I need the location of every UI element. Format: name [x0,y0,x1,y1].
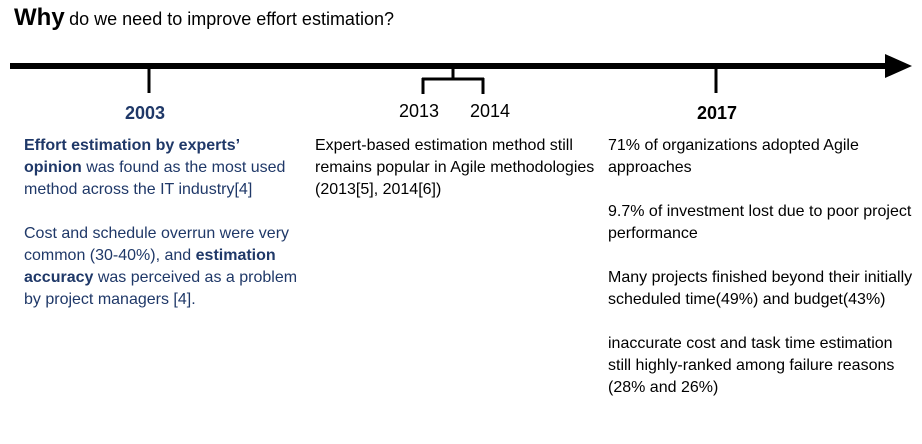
paragraph-overrun: Cost and schedule overrun were very comm… [24,223,299,311]
paragraph-agile-adoption: 71% of organizations adopted Agile appro… [608,137,859,176]
text-overrun-end: was perceived as a problem by project ma… [24,269,298,308]
title-why: Why [14,4,65,31]
column-2013-2014: Expert-based estimation method still rem… [315,135,595,201]
year-2003-label: 2003 [125,103,166,123]
year-2013-label: 2013 [399,101,440,121]
paragraph-agile-popularity: Expert-based estimation method still rem… [315,137,595,198]
paragraph-failure-reasons: inaccurate cost and task time estimation… [608,335,895,396]
slide-title: Why do we need to improve effort estimat… [14,4,394,32]
paragraph-expert-opinion: Effort estimation by experts’ opinion wa… [24,135,299,201]
column-2017: 71% of organizations adopted Agile appro… [608,135,918,399]
year-2017-label: 2017 [697,103,738,123]
year-2014-label: 2014 [470,101,511,121]
column-2003: Effort estimation by experts’ opinion wa… [24,135,299,311]
text-overrun-start: Cost and schedule overrun were very comm… [24,225,290,264]
paragraph-investment-lost: 9.7% of investment lost due to poor proj… [608,203,912,242]
title-question: do we need to improve effort estimation? [69,9,394,29]
emphasis-estimation-accuracy: estimation accuracy [24,247,276,286]
paragraph-projects-overrun: Many projects finished beyond their init… [608,269,913,308]
text-expert-opinion: was found as the most used method across… [24,159,286,198]
timeline-arrowhead [885,54,912,78]
emphasis-expert-opinion: Effort estimation by experts’ opinion [24,137,240,176]
